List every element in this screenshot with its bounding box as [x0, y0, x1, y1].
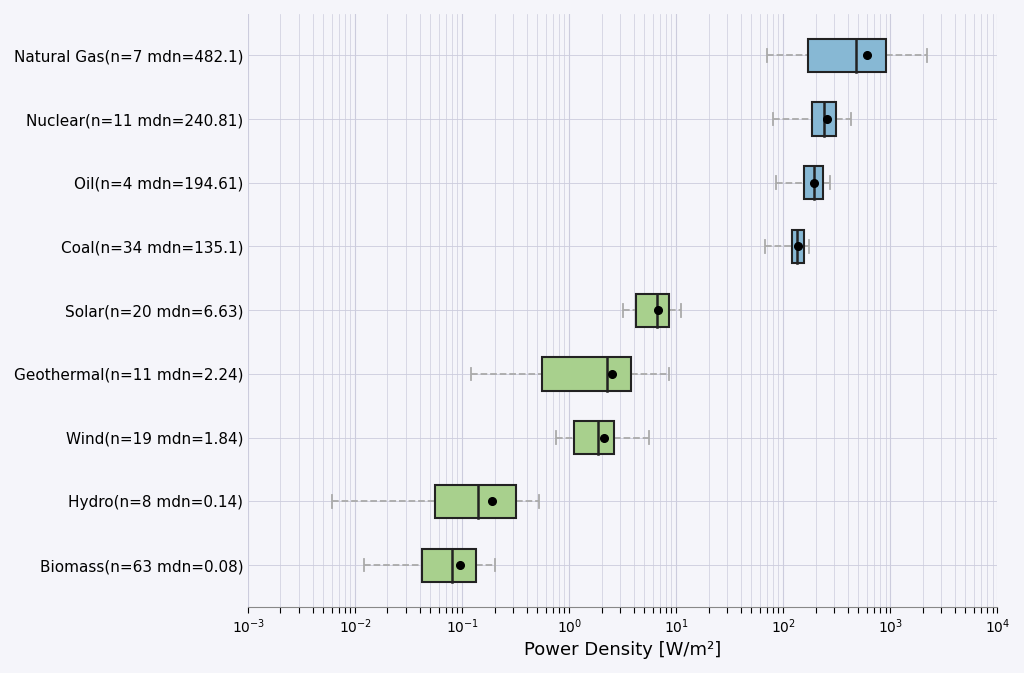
Bar	[812, 102, 836, 135]
Bar	[808, 39, 886, 72]
Bar	[804, 166, 823, 199]
Bar	[422, 548, 476, 581]
Bar	[542, 357, 632, 390]
Bar	[792, 230, 804, 263]
Bar	[636, 293, 669, 327]
Bar	[434, 485, 516, 518]
Bar	[573, 421, 613, 454]
X-axis label: Power Density [W/m²]: Power Density [W/m²]	[524, 641, 722, 659]
